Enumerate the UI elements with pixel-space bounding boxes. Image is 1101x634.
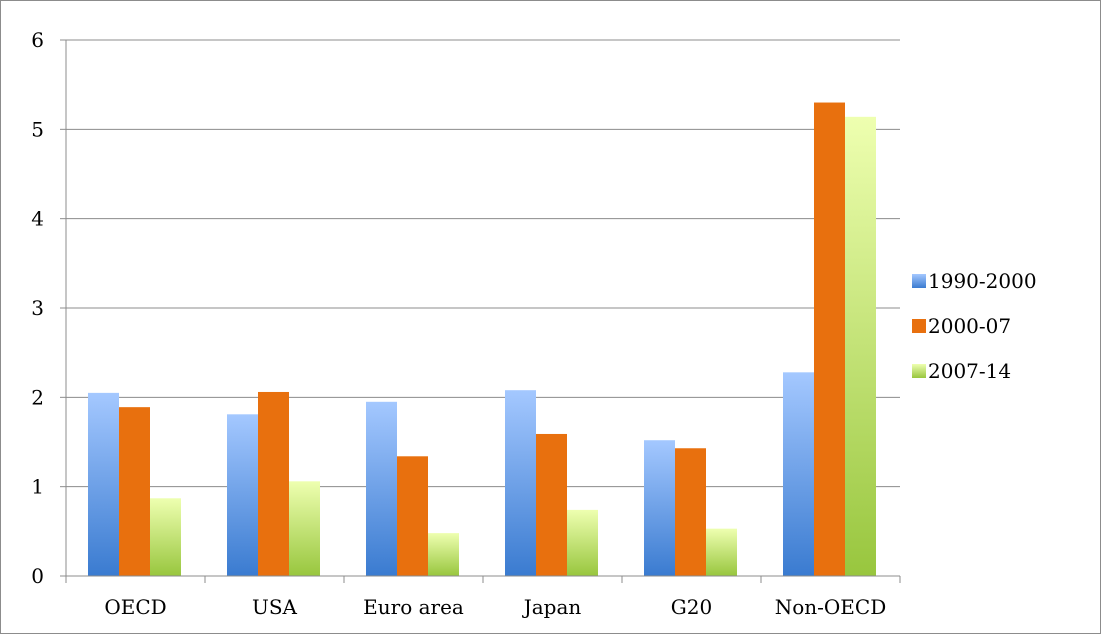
bar-1990-2000-euro-area xyxy=(366,401,397,576)
bar-2000-07-euro-area xyxy=(397,456,428,576)
y-tick-label: 0 xyxy=(31,564,44,588)
bar-2000-07-g20 xyxy=(675,448,706,576)
x-tick-label: Non-OECD xyxy=(775,595,887,619)
bar-1990-2000-non-oecd xyxy=(783,372,814,576)
legend-label: 2007-14 xyxy=(928,359,1011,383)
legend-swatch xyxy=(912,364,926,378)
x-tick-label: Japan xyxy=(522,595,582,619)
bar-2007-14-oecd xyxy=(150,498,181,576)
x-tick-labels: OECD USA Euro area Japan G20 Non-OECD xyxy=(104,595,886,619)
legend: 1990-2000 2000-07 2007-14 xyxy=(912,269,1037,383)
bars xyxy=(88,102,876,577)
bar-1990-2000-oecd xyxy=(88,392,119,576)
bar-1990-2000-g20 xyxy=(644,440,675,576)
y-tick-label: 5 xyxy=(31,117,44,141)
bar-2000-07-oecd xyxy=(119,407,150,576)
bar-2007-14-non-oecd xyxy=(845,116,876,577)
legend-label: 1990-2000 xyxy=(928,269,1037,293)
bar-2007-14-usa xyxy=(289,481,320,576)
y-tick-label: 1 xyxy=(31,475,44,499)
x-tick-label: OECD xyxy=(104,595,166,619)
bar-2007-14-euro-area xyxy=(428,533,459,576)
bar-1990-2000-japan xyxy=(505,390,536,576)
legend-label: 2000-07 xyxy=(928,314,1011,338)
y-tick-label: 6 xyxy=(31,28,44,52)
axes xyxy=(65,40,901,583)
x-tick-label: Euro area xyxy=(363,595,464,619)
y-tick-label: 4 xyxy=(31,207,44,231)
bar-1990-2000-usa xyxy=(227,414,258,576)
gridlines xyxy=(60,39,900,577)
bar-2007-14-japan xyxy=(567,509,598,576)
bar-2000-07-non-oecd xyxy=(814,102,845,577)
bar-2000-07-usa xyxy=(258,391,289,576)
y-tick-label: 2 xyxy=(31,385,44,409)
y-tick-label: 3 xyxy=(31,296,44,320)
x-tick-label: USA xyxy=(252,595,298,619)
bar-2000-07-japan xyxy=(536,433,567,576)
legend-swatch xyxy=(912,274,926,288)
bar-2007-14-g20 xyxy=(706,528,737,576)
x-tick-label: G20 xyxy=(671,595,712,619)
legend-swatch xyxy=(912,319,926,333)
y-tick-labels: 0 1 2 3 4 5 6 xyxy=(31,28,44,588)
